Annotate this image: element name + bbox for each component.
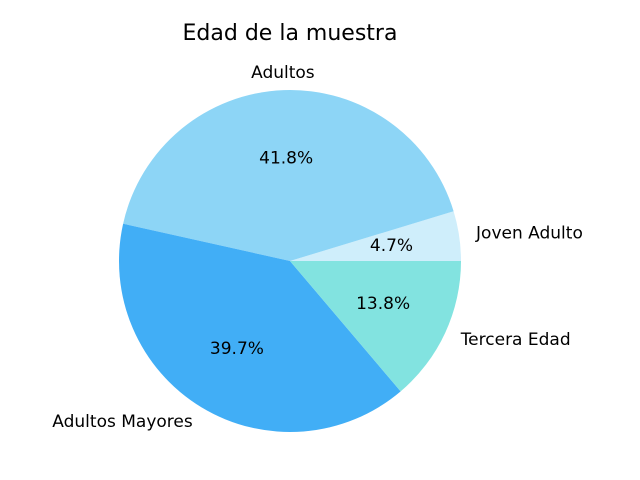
pie-slice-joven-adulto xyxy=(290,211,461,261)
pie-labels: 4.7% Joven Adulto 41.8% Adultos 39.7% Adultos… xyxy=(52,63,583,432)
pie-slice-label: Joven Adulto xyxy=(475,223,583,243)
pie-slice-label: Adultos Mayores xyxy=(52,412,193,432)
pie-slice-percentage: 13.8% xyxy=(356,294,410,314)
pie-slice-tercera-edad xyxy=(290,261,461,392)
pie-slice-label: Tercera Edad xyxy=(460,330,571,350)
pie-slice-percentage: 4.7% xyxy=(370,236,413,256)
pie-slices xyxy=(119,90,461,433)
pie-slice-adultos-mayores xyxy=(119,223,401,433)
pie-slice-label: Adultos xyxy=(251,63,315,83)
pie-slice-adultos xyxy=(123,90,454,261)
pie-slice-percentage: 39.7% xyxy=(210,339,264,359)
pie-slice-percentage: 41.8% xyxy=(259,148,313,168)
chart-title: Edad de la muestra xyxy=(183,21,398,46)
